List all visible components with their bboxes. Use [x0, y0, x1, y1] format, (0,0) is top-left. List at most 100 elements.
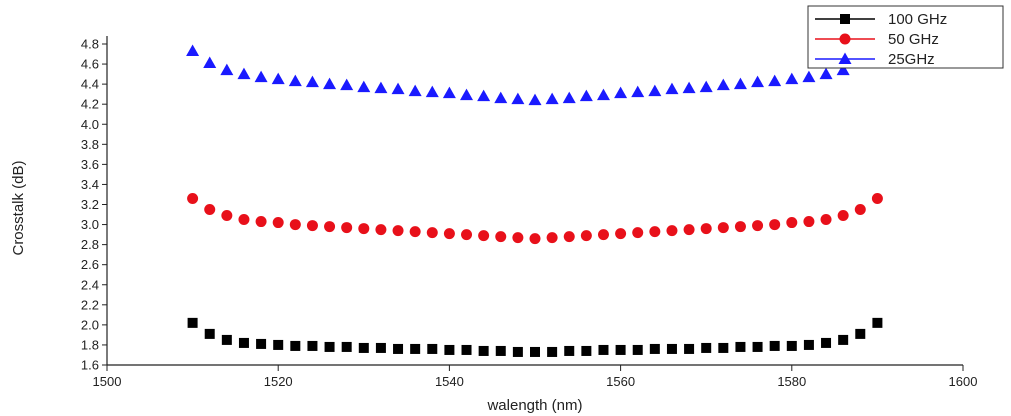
data-point	[478, 230, 490, 242]
data-point	[769, 219, 781, 231]
data-point	[529, 233, 541, 245]
data-point	[358, 223, 370, 235]
data-point	[733, 77, 747, 90]
data-point	[495, 231, 507, 243]
data-point	[614, 86, 628, 99]
legend-marker	[838, 52, 852, 64]
data-point	[305, 75, 319, 88]
data-point	[684, 343, 695, 354]
data-point	[410, 343, 421, 354]
data-point	[271, 72, 285, 85]
data-point	[786, 340, 797, 351]
x-tick-label: 1520	[264, 374, 293, 389]
data-point	[802, 70, 816, 83]
data-point	[631, 85, 645, 98]
data-point	[648, 84, 662, 97]
data-point	[562, 91, 576, 104]
data-point	[288, 74, 302, 87]
y-tick-label: 4.2	[81, 97, 99, 112]
legend: 100 GHz 50 GHz 25GHz	[807, 5, 1004, 69]
y-tick-label: 3.6	[81, 157, 99, 172]
y-tick-label: 4.4	[81, 77, 99, 92]
data-point	[220, 63, 234, 76]
data-point	[871, 192, 883, 204]
data-point	[752, 341, 763, 352]
data-point	[580, 230, 592, 242]
y-axis: 1.6 1.8 2.0 2.2 2.4 2.6 2.8 3.0 3.2 3.4 3.6 3.8 4.0 4…	[81, 37, 107, 373]
data-point	[461, 344, 472, 355]
data-point	[238, 337, 249, 348]
data-point	[375, 342, 386, 353]
data-point	[682, 81, 696, 94]
data-point	[374, 81, 388, 94]
data-point	[665, 82, 679, 95]
data-point	[820, 214, 832, 226]
data-point	[836, 63, 850, 76]
data-point	[255, 216, 267, 228]
legend-label: 25GHz	[888, 51, 935, 68]
series-layer	[186, 44, 884, 357]
data-point	[427, 343, 438, 354]
data-point	[221, 334, 232, 345]
data-point	[598, 344, 609, 355]
data-point	[768, 74, 782, 87]
data-point	[632, 344, 643, 355]
data-point	[187, 192, 199, 204]
y-tick-label: 2.4	[81, 277, 99, 292]
data-point	[666, 225, 678, 237]
data-point	[341, 341, 352, 352]
legend-label: 50 GHz	[888, 31, 939, 48]
data-point	[819, 67, 833, 80]
data-point	[307, 340, 318, 351]
data-point	[495, 345, 506, 356]
y-tick-label: 1.8	[81, 337, 99, 352]
data-point	[221, 210, 233, 222]
series-circle-1	[187, 192, 883, 245]
data-point	[392, 225, 404, 237]
data-point	[273, 339, 284, 350]
data-point	[769, 340, 780, 351]
data-point	[238, 214, 250, 226]
data-point	[581, 345, 592, 356]
data-point	[375, 224, 387, 236]
data-point	[717, 222, 729, 234]
data-point	[735, 341, 746, 352]
data-point	[701, 342, 712, 353]
data-point	[838, 334, 849, 345]
data-point	[289, 219, 301, 231]
data-point	[547, 346, 558, 357]
data-point	[530, 346, 540, 357]
data-point	[393, 343, 404, 354]
x-axis-title: walength (nm)	[486, 397, 582, 414]
y-tick-label: 3.2	[81, 197, 99, 212]
data-point	[186, 44, 200, 57]
data-point	[649, 226, 661, 238]
x-tick-label: 1540	[435, 374, 464, 389]
data-point	[615, 228, 627, 240]
x-tick-label: 1580	[777, 374, 806, 389]
data-point	[425, 85, 439, 98]
data-point	[564, 345, 575, 356]
data-point	[306, 220, 318, 232]
data-point	[187, 317, 198, 328]
y-tick-label: 4.8	[81, 37, 99, 52]
data-point	[477, 89, 491, 102]
legend-label: 100 GHz	[888, 11, 947, 28]
data-point	[290, 340, 301, 351]
data-point	[649, 343, 660, 354]
data-point	[324, 341, 335, 352]
data-point	[872, 317, 883, 328]
data-point	[324, 221, 336, 233]
data-point	[444, 344, 455, 355]
y-tick-label: 4.0	[81, 117, 99, 132]
y-tick-label: 3.0	[81, 217, 99, 232]
data-point	[716, 78, 730, 91]
data-point	[512, 232, 524, 244]
y-tick-label: 2.0	[81, 317, 99, 332]
y-axis-title: Crosstalk (dB)	[10, 160, 27, 255]
data-point	[545, 92, 559, 105]
data-point	[478, 345, 489, 356]
data-point	[461, 229, 473, 241]
y-tick-label: 2.6	[81, 257, 99, 272]
